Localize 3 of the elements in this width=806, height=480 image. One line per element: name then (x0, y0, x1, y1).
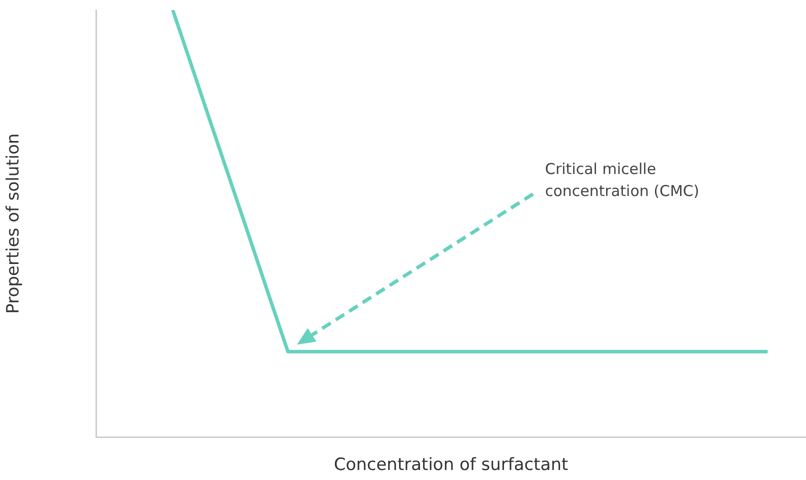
x-axis-title: Concentration of surfactant (334, 455, 568, 476)
y-axis-title: Properties of solution (4, 133, 24, 314)
annotation: Critical micelle concentration (CMC) (545, 160, 700, 200)
